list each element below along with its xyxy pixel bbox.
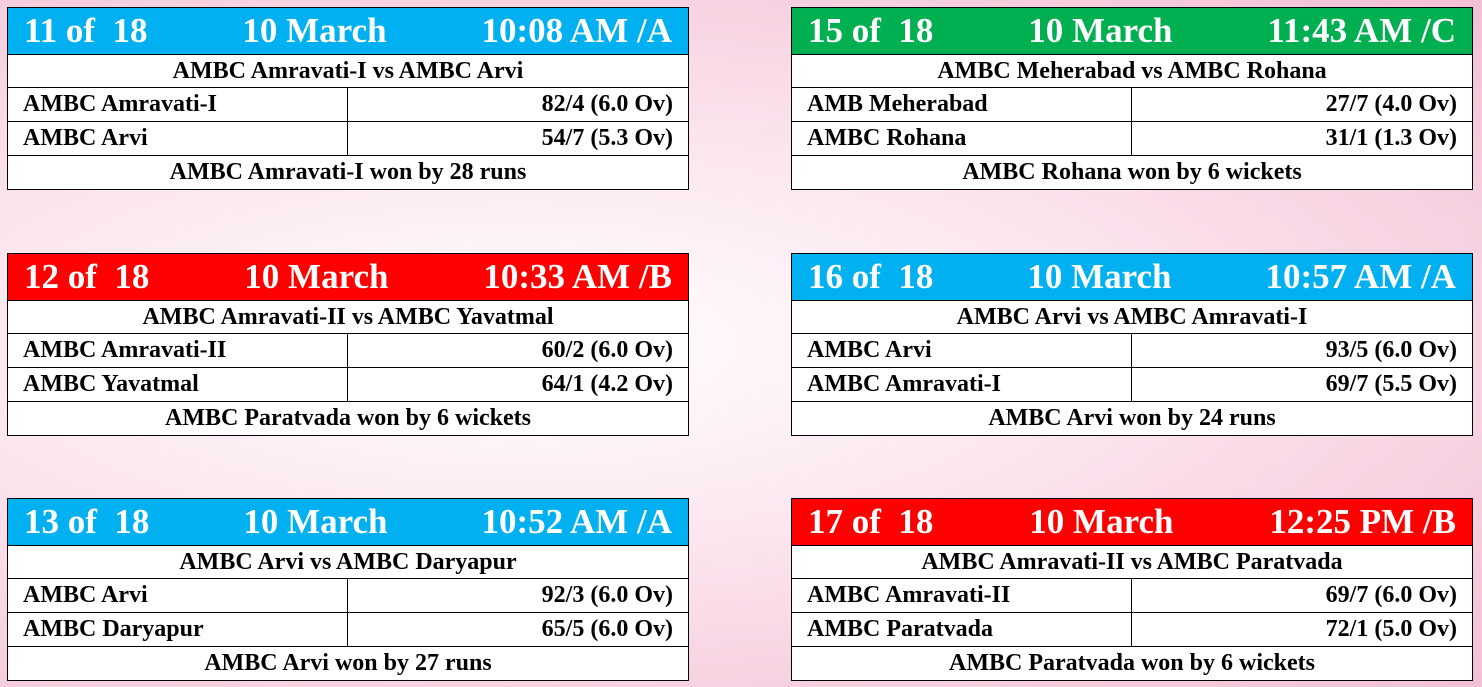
team-name: AMBC Amravati-I <box>8 88 348 121</box>
match-card: 11 of 18 10 March 10:08 AM /A AMBC Amravati… <box>7 7 689 190</box>
match-date: 10 March <box>243 502 388 541</box>
match-header: 17 of 18 10 March 12:25 PM /B <box>791 498 1473 545</box>
team-score: 82/4 (6.0 Ov) <box>541 91 673 117</box>
match-result: AMBC Paratvada won by 6 wickets <box>7 402 689 436</box>
team-score: 27/7 (4.0 Ov) <box>1325 91 1457 117</box>
match-card: 12 of 18 10 March 10:33 AM /B AMBC Amravati… <box>7 253 689 436</box>
match-date: 10 March <box>1029 502 1174 541</box>
team-row: AMB Meherabad 27/7 (4.0 Ov) <box>791 88 1473 122</box>
match-time: 11:43 AM /C <box>1267 11 1456 50</box>
team-row: AMBC Amravati-I 82/4 (6.0 Ov) <box>7 88 689 122</box>
match-time: 12:25 PM /B <box>1269 502 1456 541</box>
team-name: AMBC Amravati-II <box>8 334 348 367</box>
team-name: AMBC Rohana <box>792 122 1132 155</box>
match-number: 16 of 18 <box>808 257 934 296</box>
match-number: 12 of 18 <box>24 257 150 296</box>
team-name: AMB Meherabad <box>792 88 1132 121</box>
team-row: AMBC Amravati-II 69/7 (6.0 Ov) <box>791 579 1473 613</box>
match-result: AMBC Rohana won by 6 wickets <box>791 156 1473 190</box>
team-name: AMBC Amravati-I <box>792 368 1132 401</box>
match-card: 17 of 18 10 March 12:25 PM /B AMBC Amravati… <box>791 498 1473 681</box>
team-score: 31/1 (1.3 Ov) <box>1325 125 1457 151</box>
match-result: AMBC Paratvada won by 6 wickets <box>791 647 1473 681</box>
match-date: 10 March <box>242 11 387 50</box>
match-card: 15 of 18 10 March 11:43 AM /C AMBC Meheraba… <box>791 7 1473 190</box>
team-score: 60/2 (6.0 Ov) <box>541 337 673 363</box>
team-name: AMBC Arvi <box>8 122 348 155</box>
team-score: 54/7 (5.3 Ov) <box>541 125 673 151</box>
team-name: AMBC Arvi <box>792 334 1132 367</box>
team-score: 72/1 (5.0 Ov) <box>1325 616 1457 642</box>
team-score: 93/5 (6.0 Ov) <box>1325 337 1457 363</box>
match-time: 10:52 AM /A <box>481 502 672 541</box>
match-date: 10 March <box>244 257 389 296</box>
match-card: 13 of 18 10 March 10:52 AM /A AMBC Arvi vs … <box>7 498 689 681</box>
match-header: 13 of 18 10 March 10:52 AM /A <box>7 498 689 545</box>
team-row: AMBC Yavatmal 64/1 (4.2 Ov) <box>7 368 689 402</box>
match-number: 13 of 18 <box>24 502 150 541</box>
team-name: AMBC Paratvada <box>792 613 1132 646</box>
team-score: 92/3 (6.0 Ov) <box>541 582 673 608</box>
match-number: 17 of 18 <box>808 502 934 541</box>
team-score: 69/7 (5.5 Ov) <box>1325 371 1457 397</box>
match-time: 10:57 AM /A <box>1265 257 1456 296</box>
team-row: AMBC Arvi 93/5 (6.0 Ov) <box>791 334 1473 368</box>
match-title: AMBC Arvi vs AMBC Amravati-I <box>791 300 1473 334</box>
match-header: 15 of 18 10 March 11:43 AM /C <box>791 7 1473 54</box>
match-date: 10 March <box>1027 257 1172 296</box>
match-header: 12 of 18 10 March 10:33 AM /B <box>7 253 689 300</box>
team-row: AMBC Amravati-II 60/2 (6.0 Ov) <box>7 334 689 368</box>
match-time: 10:08 AM /A <box>481 11 672 50</box>
match-title: AMBC Amravati-II vs AMBC Paratvada <box>791 545 1473 579</box>
match-title: AMBC Arvi vs AMBC Daryapur <box>7 545 689 579</box>
team-name: AMBC Arvi <box>8 579 348 612</box>
team-name: AMBC Yavatmal <box>8 368 348 401</box>
match-header: 16 of 18 10 March 10:57 AM /A <box>791 253 1473 300</box>
team-row: AMBC Rohana 31/1 (1.3 Ov) <box>791 122 1473 156</box>
match-result: AMBC Arvi won by 27 runs <box>7 647 689 681</box>
match-result: AMBC Amravati-I won by 28 runs <box>7 156 689 190</box>
match-result: AMBC Arvi won by 24 runs <box>791 402 1473 436</box>
team-row: AMBC Arvi 54/7 (5.3 Ov) <box>7 122 689 156</box>
team-row: AMBC Daryapur 65/5 (6.0 Ov) <box>7 613 689 647</box>
match-date: 10 March <box>1028 11 1173 50</box>
match-title: AMBC Meherabad vs AMBC Rohana <box>791 54 1473 88</box>
match-number: 15 of 18 <box>808 11 934 50</box>
match-card: 16 of 18 10 March 10:57 AM /A AMBC Arvi vs … <box>791 253 1473 436</box>
match-title: AMBC Amravati-II vs AMBC Yavatmal <box>7 300 689 334</box>
team-name: AMBC Amravati-II <box>792 579 1132 612</box>
match-time: 10:33 AM /B <box>483 257 672 296</box>
team-row: AMBC Amravati-I 69/7 (5.5 Ov) <box>791 368 1473 402</box>
team-score: 65/5 (6.0 Ov) <box>541 616 673 642</box>
team-score: 69/7 (6.0 Ov) <box>1325 582 1457 608</box>
team-row: AMBC Paratvada 72/1 (5.0 Ov) <box>791 613 1473 647</box>
match-title: AMBC Amravati-I vs AMBC Arvi <box>7 54 689 88</box>
match-number: 11 of 18 <box>24 11 148 50</box>
team-row: AMBC Arvi 92/3 (6.0 Ov) <box>7 579 689 613</box>
match-header: 11 of 18 10 March 10:08 AM /A <box>7 7 689 54</box>
team-score: 64/1 (4.2 Ov) <box>541 371 673 397</box>
team-name: AMBC Daryapur <box>8 613 348 646</box>
